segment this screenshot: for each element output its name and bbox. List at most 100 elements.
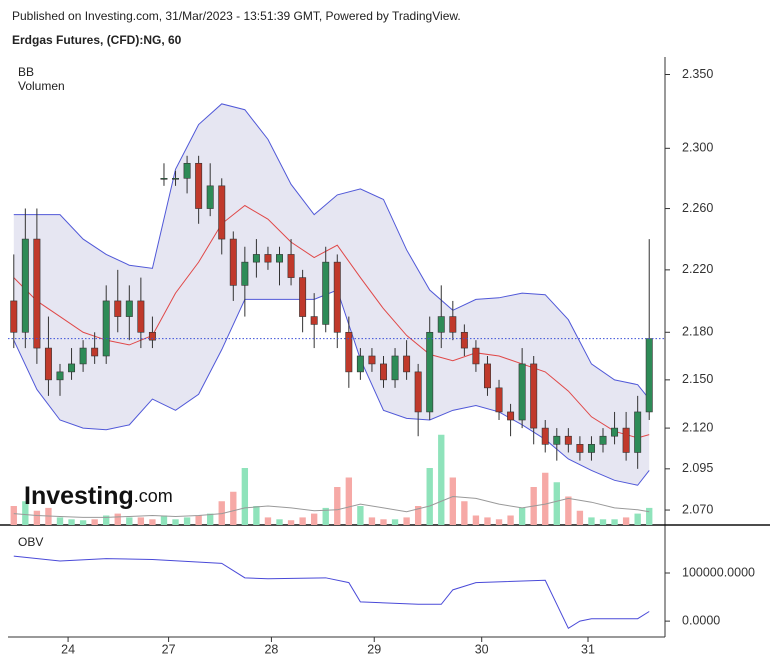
- y-tick-label: 2.070: [682, 502, 713, 516]
- candle-body: [345, 331, 353, 373]
- volume-bar: [507, 515, 514, 525]
- volume-ma: [13, 495, 650, 518]
- volume-bar: [299, 517, 306, 525]
- volume-bar: [403, 517, 410, 525]
- candle-body: [79, 347, 87, 365]
- candle-body: [403, 355, 411, 373]
- candle-body: [252, 254, 260, 263]
- volume-bar: [264, 517, 272, 525]
- legend-bb: BB: [18, 65, 34, 79]
- volume-bar: [599, 519, 607, 525]
- x-tick-label: 24: [61, 642, 75, 656]
- volume-bar: [230, 491, 237, 525]
- volume-bar: [79, 520, 87, 525]
- volume-bar: [368, 517, 376, 525]
- candle-body: [102, 300, 110, 357]
- volume-bar: [334, 487, 341, 525]
- candle-body: [241, 261, 249, 286]
- candle-body: [21, 238, 29, 333]
- candle-body: [368, 355, 376, 365]
- subtitle: Published on Investing.com, 31/Mar/2023 …: [12, 9, 461, 23]
- candle-body: [183, 162, 191, 179]
- volume-bar: [160, 515, 168, 525]
- volume-bar: [241, 468, 249, 525]
- volume-bar: [276, 519, 283, 525]
- volume-bar: [449, 477, 456, 525]
- volume-bar: [380, 519, 387, 525]
- volume-bar: [391, 519, 399, 525]
- y-tick-label: 2.120: [682, 420, 713, 434]
- logo-suffix: .com: [134, 486, 173, 506]
- candle-body: [622, 427, 630, 453]
- volume-bar: [126, 517, 133, 525]
- logo: Investing.com: [24, 482, 173, 510]
- x-tick-label: 28: [264, 642, 278, 656]
- candle-body: [287, 254, 295, 278]
- candle-body: [195, 162, 203, 209]
- y-tick-label: 2.150: [682, 372, 713, 386]
- obv-tick-label: 0.0000: [682, 613, 720, 627]
- volume-bar: [310, 513, 318, 525]
- bb-middle: [13, 204, 650, 439]
- candle-body: [356, 355, 364, 373]
- legend-obv: OBV: [18, 535, 43, 549]
- candle-body: [206, 185, 214, 209]
- volume-bar: [322, 507, 329, 525]
- logo-main: Investing: [24, 482, 134, 510]
- legend-volume: Volumen: [18, 79, 65, 93]
- y-tick-label: 2.180: [682, 325, 713, 339]
- volume-bar: [195, 515, 202, 525]
- bb-fill: [13, 103, 650, 486]
- x-tick-label: 30: [475, 642, 489, 656]
- volume-bar: [438, 434, 445, 525]
- plot: 2.350 2.300 2.260 2.220 2.180 2.150 2.120 2.095…: [8, 67, 755, 656]
- volume-bar: [287, 520, 295, 525]
- candle-body: [495, 387, 503, 413]
- candle-body: [483, 363, 491, 389]
- volume-bar: [22, 501, 29, 525]
- candle-body: [125, 300, 133, 317]
- volume-bar: [183, 517, 191, 525]
- candle-body: [460, 331, 468, 349]
- volume-bar: [253, 506, 260, 525]
- candle-body: [91, 347, 99, 357]
- volume-bar: [622, 517, 630, 525]
- volume-bar: [114, 513, 121, 525]
- volume-bar: [646, 507, 653, 525]
- candle-body: [322, 261, 330, 325]
- candle-body: [299, 277, 307, 317]
- candle-body: [426, 331, 434, 413]
- volume-bar: [345, 477, 353, 525]
- volume-bar: [172, 519, 179, 525]
- candle-body: [414, 371, 422, 413]
- candle-body: [576, 444, 584, 453]
- candle-body: [564, 435, 572, 445]
- volume-bar: [91, 519, 98, 525]
- candle-body: [264, 254, 272, 263]
- candle-body: [160, 178, 168, 180]
- y-tick-label: 2.220: [682, 262, 713, 276]
- candle-body: [518, 363, 526, 421]
- volume-bar: [10, 506, 17, 525]
- y-tick-label: 2.260: [682, 201, 713, 215]
- candle-body: [68, 363, 76, 373]
- candle-body: [553, 435, 561, 445]
- x-tick-label: 29: [367, 642, 381, 656]
- candle-body: [333, 261, 341, 333]
- candle-body: [33, 238, 41, 349]
- candle-body: [44, 347, 52, 381]
- volume-bar: [611, 519, 618, 525]
- x-tick-label: 31: [581, 642, 595, 656]
- volume-bar: [357, 506, 364, 525]
- volume-bar: [484, 517, 491, 525]
- volume-bar: [472, 515, 480, 525]
- volume-bar: [56, 517, 64, 525]
- volume-bar: [542, 472, 549, 525]
- volume-bar: [553, 482, 560, 525]
- candle-body: [56, 371, 64, 381]
- volume-bar: [68, 519, 75, 525]
- bb-upper: [13, 103, 650, 400]
- volume-bar: [137, 517, 145, 525]
- y-tick-label: 2.350: [682, 67, 713, 81]
